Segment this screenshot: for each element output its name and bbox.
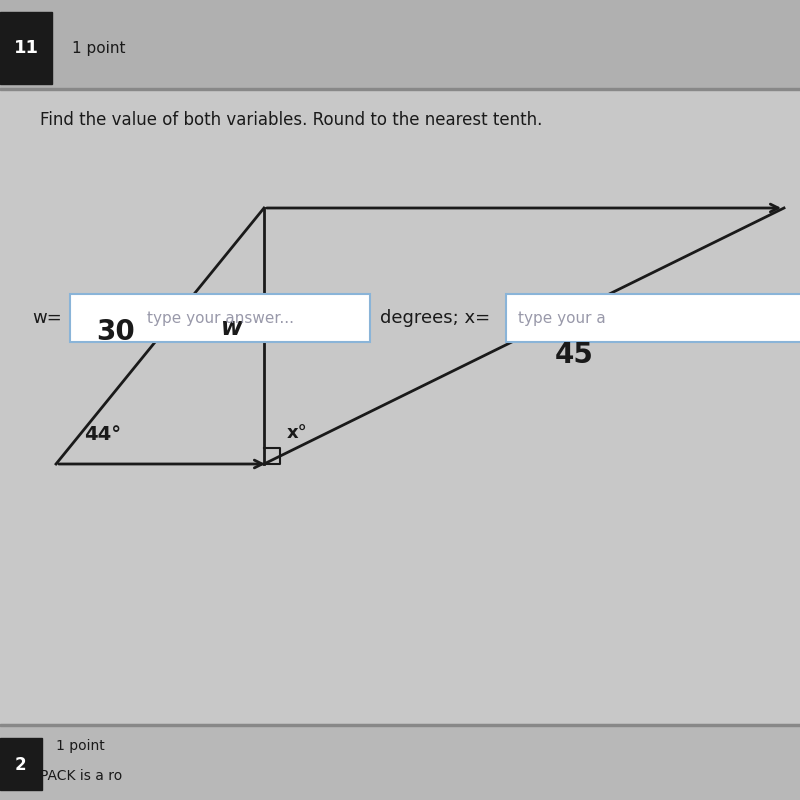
Text: w=: w=	[32, 309, 62, 327]
Text: Find the value of both variables. Round to the nearest tenth.: Find the value of both variables. Round …	[40, 111, 542, 129]
Bar	[0, 0, 800, 88]
Text: 45: 45	[554, 341, 594, 370]
Text: degrees; x=: degrees; x=	[380, 309, 490, 327]
Text: 30: 30	[97, 318, 135, 346]
Text: type your answer...: type your answer...	[146, 310, 294, 326]
Bar	[0, 12, 52, 84]
Bar	[0, 738, 42, 790]
FancyBboxPatch shape	[506, 294, 800, 342]
FancyBboxPatch shape	[70, 294, 370, 342]
Text: type your a: type your a	[518, 310, 606, 326]
Text: 1 point: 1 point	[56, 738, 105, 753]
Text: PACK is a ro: PACK is a ro	[40, 769, 122, 783]
Text: x°: x°	[286, 424, 307, 442]
Text: 1 point: 1 point	[72, 41, 126, 55]
Bar	[0, 88, 800, 90]
Bar	[0, 724, 800, 800]
Text: 2: 2	[15, 756, 26, 774]
Text: w: w	[221, 316, 243, 340]
Text: 44°: 44°	[84, 425, 121, 444]
Bar	[0, 724, 800, 726]
Text: 11: 11	[14, 39, 38, 57]
